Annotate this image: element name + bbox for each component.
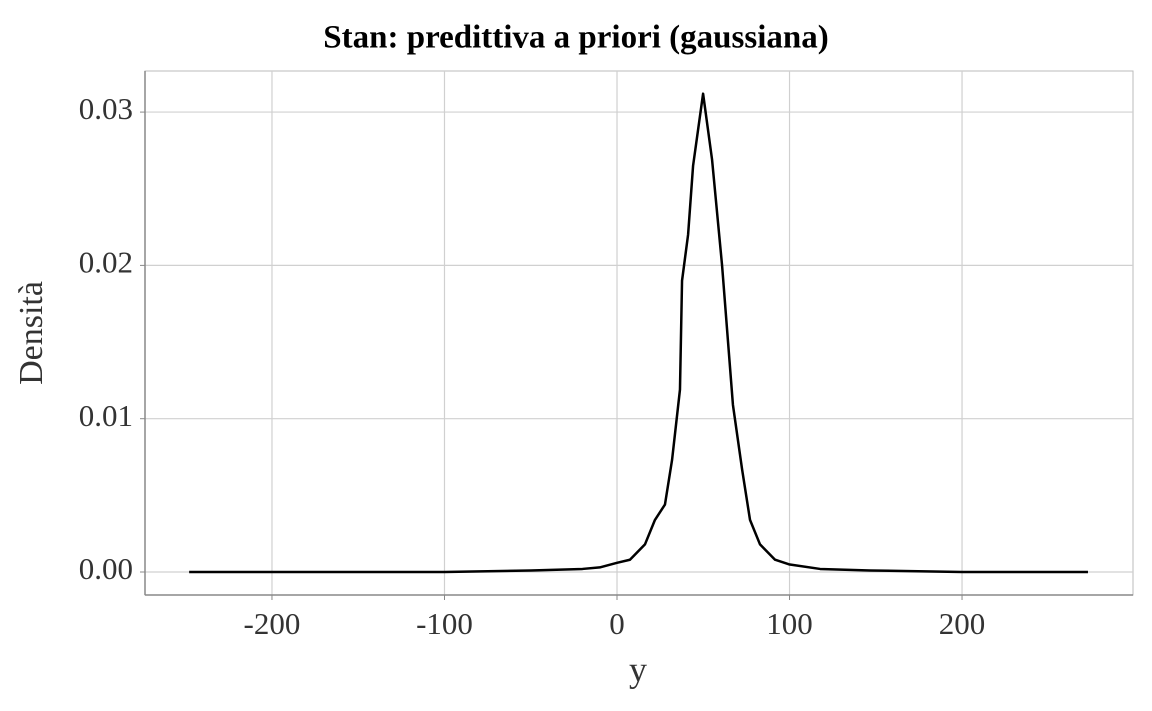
chart-title: Stan: predittiva a priori (gaussiana) [323,20,828,56]
x-tick-label: 200 [939,606,986,641]
x-tick-label: 0 [609,606,625,641]
plot-panel [144,70,1134,596]
y-tick-label: 0.00 [79,551,133,586]
y-tick-label: 0.01 [79,398,133,433]
density-line [189,92,1088,574]
x-axis-label: y [629,649,647,689]
x-tick-label: 100 [766,606,813,641]
y-tick-label: 0.02 [79,245,133,280]
x-tick-label: -100 [416,606,473,641]
y-tick-label: 0.03 [79,91,133,126]
y-axis-label: Densità [13,281,50,385]
x-tick-label: -200 [244,606,301,641]
